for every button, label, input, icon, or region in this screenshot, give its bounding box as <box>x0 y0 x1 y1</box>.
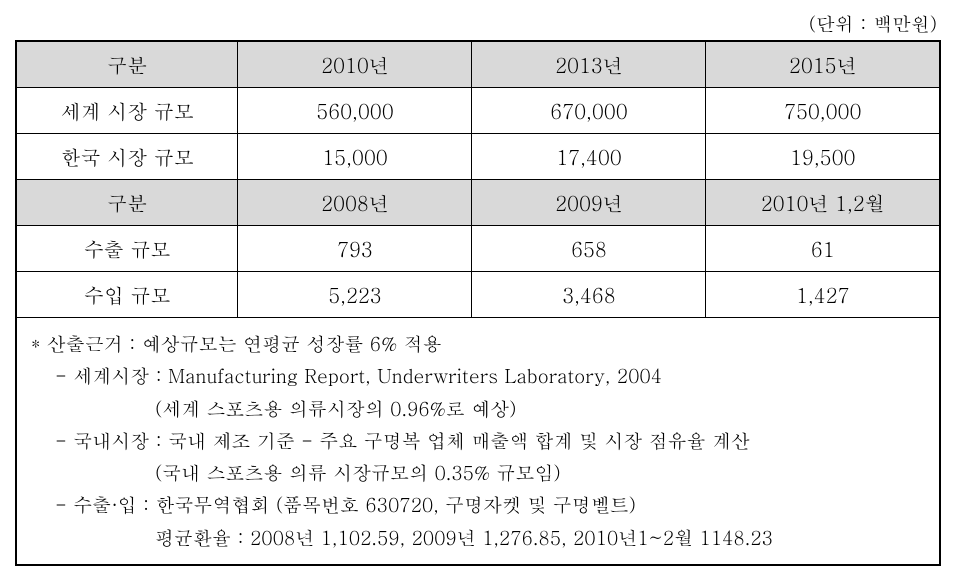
footnote-line: - 국내시장 : 국내 제조 기준 - 주요 구명복 업체 매출액 합계 및 시… <box>31 425 925 457</box>
header-label-1: 구분 <box>16 41 238 88</box>
table-header-row-1: 구분 2010년 2013년 2015년 <box>16 41 940 88</box>
table-header-row-2: 구분 2008년 2009년 2010년 1,2월 <box>16 180 940 226</box>
row-value: 17,400 <box>472 134 706 180</box>
row-value: 19,500 <box>706 134 940 180</box>
header-col1-2: 2008년 <box>238 180 472 226</box>
row-value: 3,468 <box>472 272 706 318</box>
header-col2-1: 2013년 <box>472 41 706 88</box>
row-value: 5,223 <box>238 272 472 318</box>
row-value: 658 <box>472 226 706 272</box>
row-label: 한국 시장 규모 <box>16 134 238 180</box>
row-value: 61 <box>706 226 940 272</box>
footnote-line: (세계 스포츠용 의류시장의 0.96%로 예상) <box>31 393 925 425</box>
header-col2-2: 2009년 <box>472 180 706 226</box>
header-label-2: 구분 <box>16 180 238 226</box>
unit-label: (단위 : 백만원) <box>15 10 941 37</box>
row-value: 670,000 <box>472 88 706 134</box>
footnote-line: - 세계시장 : Manufacturing Report, Underwrit… <box>31 360 925 392</box>
table-row: 세계 시장 규모 560,000 670,000 750,000 <box>16 88 940 134</box>
footnote-row: * 산출근거 : 예상규모는 연평균 성장률 6% 적용 - 세계시장 : Ma… <box>16 318 940 566</box>
row-value: 793 <box>238 226 472 272</box>
footnote-cell: * 산출근거 : 예상규모는 연평균 성장률 6% 적용 - 세계시장 : Ma… <box>16 318 940 566</box>
footnote-line: - 수출·입 : 한국무역협회 (품목번호 630720, 구명자켓 및 구명벨… <box>31 489 925 521</box>
row-value: 560,000 <box>238 88 472 134</box>
table-row: 수입 규모 5,223 3,468 1,427 <box>16 272 940 318</box>
row-label: 수입 규모 <box>16 272 238 318</box>
header-col3-1: 2015년 <box>706 41 940 88</box>
header-col3-2: 2010년 1,2월 <box>706 180 940 226</box>
row-value: 750,000 <box>706 88 940 134</box>
row-value: 1,427 <box>706 272 940 318</box>
footnote-line: (국내 스포츠용 의류 시장규모의 0.35% 규모임) <box>31 457 925 489</box>
table-row: 수출 규모 793 658 61 <box>16 226 940 272</box>
footnote-line: * 산출근거 : 예상규모는 연평균 성장률 6% 적용 <box>31 328 925 360</box>
row-value: 15,000 <box>238 134 472 180</box>
header-col1-1: 2010년 <box>238 41 472 88</box>
table-row: 한국 시장 규모 15,000 17,400 19,500 <box>16 134 940 180</box>
footnote-line: 평균환율 : 2008년 1,102.59, 2009년 1,276.85, 2… <box>31 522 925 554</box>
row-label: 수출 규모 <box>16 226 238 272</box>
market-table: 구분 2010년 2013년 2015년 세계 시장 규모 560,000 67… <box>15 40 941 566</box>
row-label: 세계 시장 규모 <box>16 88 238 134</box>
